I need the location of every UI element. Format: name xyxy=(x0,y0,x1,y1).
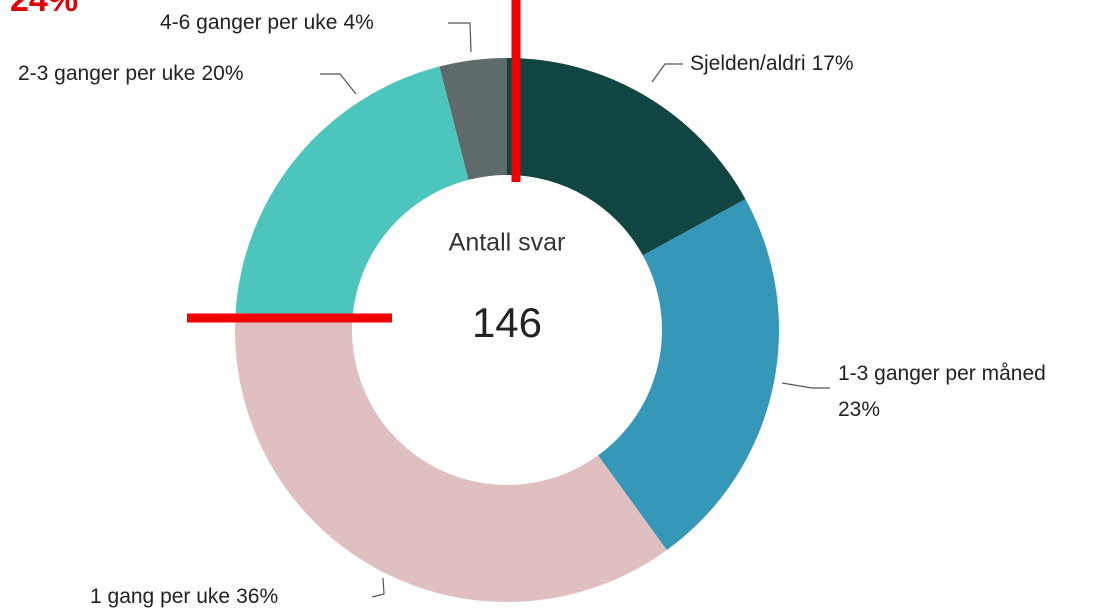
segment-name: Sjelden/aldri xyxy=(690,52,806,75)
donut-segment xyxy=(507,58,746,256)
segment-label: 1-3 ganger per måned 23% xyxy=(838,362,1046,421)
segment-name: 4-6 ganger per uke xyxy=(160,11,337,34)
leader-line xyxy=(371,577,385,598)
center-value: 146 xyxy=(472,299,542,346)
donut-segment xyxy=(235,312,667,602)
leader-line xyxy=(651,63,683,83)
segment-value: 20% xyxy=(201,62,243,85)
segment-name: 1 gang per uke xyxy=(90,585,230,608)
segment-value: 36% xyxy=(236,585,278,608)
annotation: 24% xyxy=(10,0,78,19)
donut-segment xyxy=(598,198,779,551)
segment-name: 2-3 ganger per uke xyxy=(18,62,195,85)
segment-value: 23% xyxy=(838,398,880,421)
segment-label: 2-3 ganger per uke 20% xyxy=(18,62,244,85)
leader-line xyxy=(781,382,830,389)
segment-name: 1-3 ganger per måned xyxy=(838,362,1046,385)
leader-line xyxy=(320,73,357,95)
leader-line xyxy=(448,22,472,53)
segment-value: 4% xyxy=(343,11,373,34)
donut-segment xyxy=(439,58,507,180)
donut-segment xyxy=(235,66,469,321)
center-title: Antall svar xyxy=(449,229,566,257)
segment-value: 17% xyxy=(812,52,854,75)
segment-label: Sjelden/aldri 17% xyxy=(690,52,854,75)
segment-label: 1 gang per uke 36% xyxy=(90,585,278,608)
segment-label: 4-6 ganger per uke 4% xyxy=(160,11,374,34)
